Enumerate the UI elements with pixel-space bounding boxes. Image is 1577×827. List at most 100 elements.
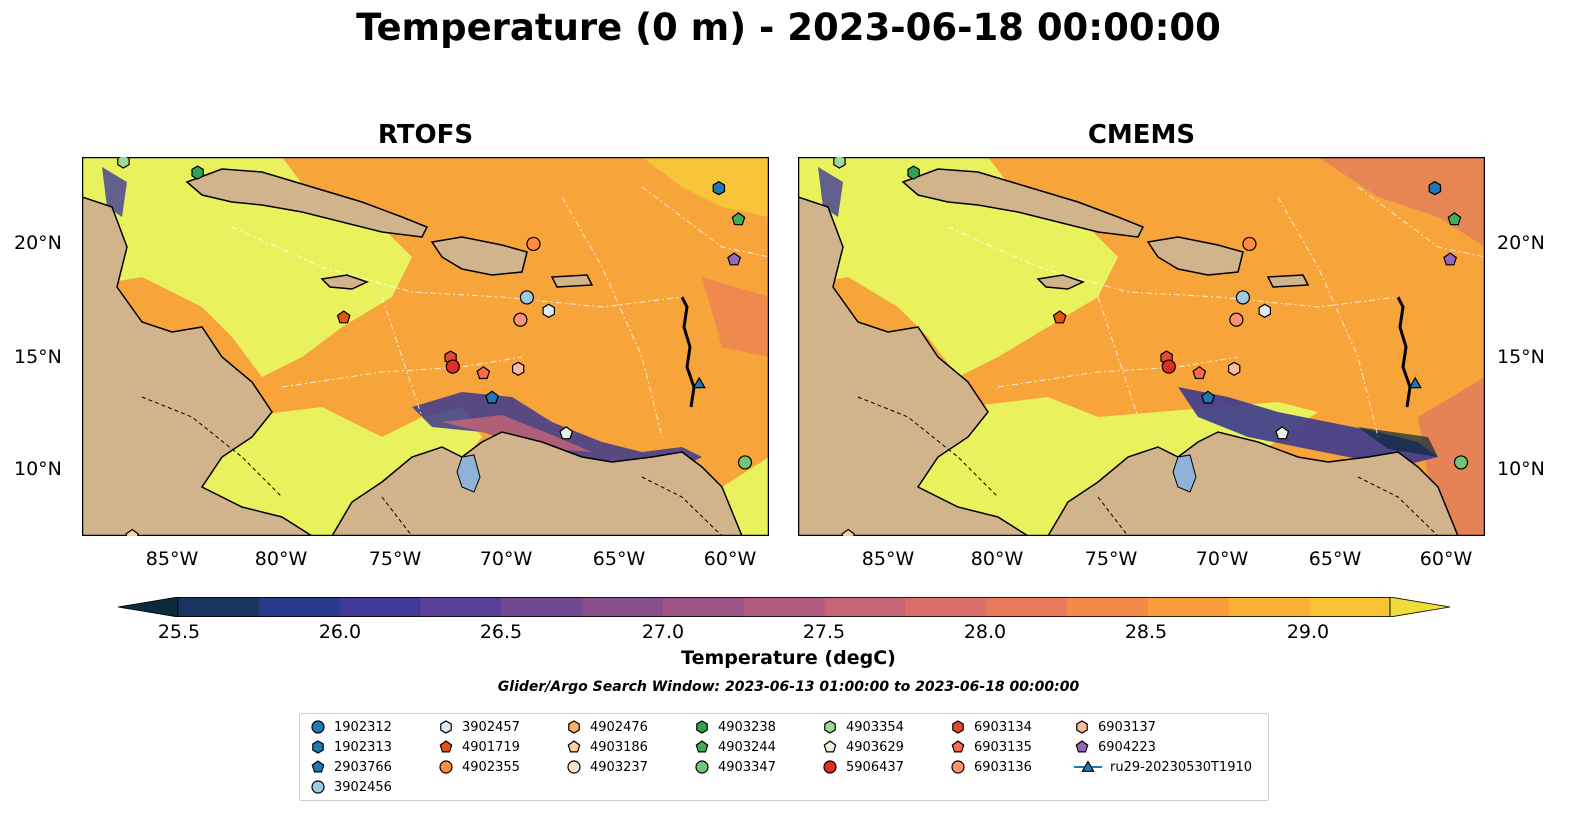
legend-marker-icon: [312, 740, 324, 754]
float-marker[interactable]: [907, 165, 920, 180]
legend-marker-icon: [567, 740, 581, 753]
float-marker[interactable]: [1052, 310, 1067, 324]
legend-label: 6903137: [1098, 719, 1156, 735]
float-marker[interactable]: [1443, 252, 1458, 266]
xtick-rtofs-80w: 80°W: [254, 548, 308, 570]
search-window-caption: Glider/Argo Search Window: 2023-06-13 01…: [497, 679, 1080, 695]
ytick-right-20n: 20°N: [1497, 232, 1545, 254]
panel-title-rtofs: RTOFS: [377, 120, 474, 150]
float-marker[interactable]: [727, 252, 742, 266]
legend-marker-icon: [1074, 760, 1102, 772]
float-marker[interactable]: [1453, 455, 1469, 470]
float-marker[interactable]: [512, 361, 525, 376]
float-marker[interactable]: [513, 312, 528, 327]
float-marker[interactable]: [125, 528, 140, 537]
colorbar-tick-28-5: 28.5: [1124, 621, 1168, 643]
colorbar-segment: [1228, 597, 1310, 617]
float-marker[interactable]: [1447, 212, 1462, 226]
colorbar-segment: [662, 597, 745, 617]
float-marker[interactable]: [542, 303, 555, 318]
colorbar-segment: [258, 597, 341, 617]
legend-label: 4903629: [846, 739, 904, 755]
ytick-left-20n: 20°N: [14, 232, 62, 254]
float-marker[interactable]: [731, 212, 746, 226]
float-marker[interactable]: [559, 426, 574, 440]
legend-item: 3902457: [438, 717, 520, 737]
colorbar-segment: [986, 597, 1068, 617]
float-marker[interactable]: [1192, 366, 1207, 380]
map-panel-rtofs[interactable]: [82, 157, 769, 536]
float-marker[interactable]: [1235, 290, 1251, 305]
float-marker[interactable]: [692, 376, 706, 389]
figure-title: Temperature (0 m) - 2023-06-18 00:00:00: [356, 6, 1221, 49]
float-marker[interactable]: [1275, 426, 1290, 440]
float-marker[interactable]: [1228, 361, 1241, 376]
float-marker[interactable]: [1242, 236, 1257, 252]
legend-label: 4903347: [718, 759, 776, 775]
legend-marker-icon: [695, 740, 709, 753]
legend-label: 3902457: [462, 719, 520, 735]
legend-item: 4903237: [566, 757, 648, 777]
colorbar-tick-27-5: 27.5: [802, 621, 846, 643]
legend-item: 4903347: [694, 757, 776, 777]
colorbar-segment: [420, 597, 502, 617]
colorbar-segment: [824, 597, 906, 617]
colorbar-tick-27-0: 27.0: [641, 621, 685, 643]
legend-label: 6903136: [974, 759, 1032, 775]
markers-rtofs: [117, 157, 753, 537]
float-marker[interactable]: [526, 236, 541, 252]
legend-label: ru29-20230530T1910: [1110, 759, 1253, 775]
legend-label: 6903135: [974, 739, 1032, 755]
float-marker[interactable]: [1201, 390, 1215, 404]
ytick-left-10n: 10°N: [14, 458, 62, 480]
float-marker[interactable]: [476, 366, 491, 380]
colorbar-segment: [1147, 597, 1229, 617]
float-marker[interactable]: [841, 528, 856, 537]
ytick-right-15n: 15°N: [1497, 346, 1545, 368]
legend-item: 2903766: [310, 757, 392, 777]
xtick-rtofs-70w: 70°W: [479, 548, 533, 570]
legend-label: 1902313: [334, 739, 392, 755]
xtick-cmems-85w: 85°W: [861, 548, 915, 570]
float-marker[interactable]: [1161, 359, 1176, 374]
ytick-left-15n: 15°N: [14, 346, 62, 368]
xtick-cmems-60w: 60°W: [1419, 548, 1473, 570]
float-marker[interactable]: [485, 390, 499, 404]
legend-item: 6903135: [950, 737, 1032, 757]
float-marker[interactable]: [1229, 312, 1244, 327]
float-marker[interactable]: [1258, 303, 1271, 318]
markers-cmems: [833, 157, 1469, 537]
ytick-right-10n: 10°N: [1497, 458, 1545, 480]
float-marker[interactable]: [833, 157, 846, 169]
colorbar-extend-high: [1389, 596, 1451, 618]
legend-item: 4901719: [438, 737, 520, 757]
legend-marker-icon: [1075, 740, 1089, 753]
float-marker[interactable]: [445, 359, 460, 374]
map-panel-cmems[interactable]: [798, 157, 1485, 536]
colorbar-tick-26-0: 26.0: [318, 621, 362, 643]
legend-label: 4903237: [590, 759, 648, 775]
legend-marker-icon: [568, 720, 580, 734]
colorbar-extend-low: [117, 596, 179, 618]
xtick-rtofs-75w: 75°W: [368, 548, 422, 570]
legend-label: 6903134: [974, 719, 1032, 735]
colorbar-segment: [582, 597, 664, 617]
float-marker[interactable]: [1408, 376, 1422, 389]
float-marker[interactable]: [117, 157, 130, 169]
colorbar: [117, 596, 1451, 618]
legend-marker-icon: [952, 720, 964, 734]
float-marker[interactable]: [191, 165, 204, 180]
legend-marker-icon: [824, 720, 836, 734]
float-marker[interactable]: [336, 310, 351, 324]
legend-item: 1902313: [310, 737, 392, 757]
float-marker[interactable]: [1428, 181, 1442, 196]
float-marker[interactable]: [712, 181, 726, 196]
legend-item: 4903186: [566, 737, 648, 757]
legend-item: 6903136: [950, 757, 1032, 777]
legend-marker-icon: [440, 720, 452, 734]
xtick-rtofs-60w: 60°W: [703, 548, 757, 570]
legend-label: 4902355: [462, 759, 520, 775]
legend-label: 6904223: [1098, 739, 1156, 755]
float-marker[interactable]: [737, 455, 753, 470]
float-marker[interactable]: [519, 290, 535, 305]
